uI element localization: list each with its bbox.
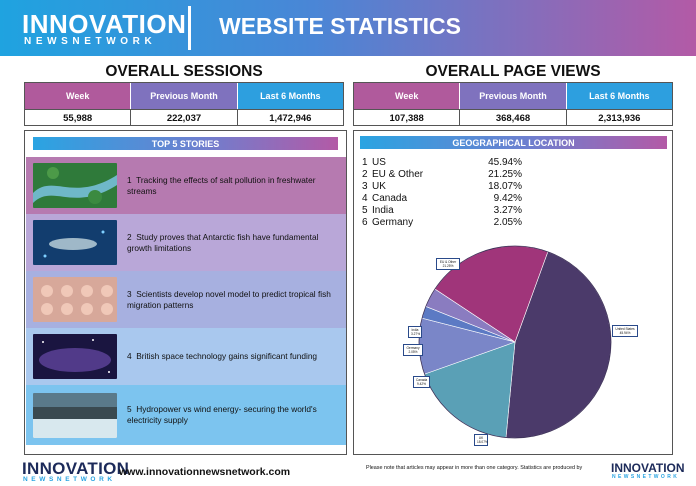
page-views-header-week: Week	[354, 83, 460, 109]
header-logo[interactable]: INNOVATION	[22, 9, 187, 39]
footer-logo-right[interactable]: INNOVATION	[611, 461, 685, 475]
sessions-table: Week Previous Month Last 6 Months 55,988…	[24, 82, 344, 126]
story-text-3: 3 Scientists develop novel model to pred…	[127, 288, 331, 310]
story-thumbnail-3	[33, 277, 117, 322]
page-views-value-month: 368,468	[459, 110, 565, 126]
sessions-header-week: Week	[25, 83, 131, 109]
page-views-table: Week Previous Month Last 6 Months 107,38…	[353, 82, 673, 126]
footer-note: Please note that articles may appear in …	[366, 465, 583, 471]
page-title: WEBSITE STATISTICS	[219, 13, 461, 39]
page-views-title: OVERALL PAGE VIEWS	[425, 63, 601, 80]
sessions-title: OVERALL SESSIONS	[105, 63, 263, 80]
pie-label-india: India 3.27%	[408, 326, 422, 338]
sessions-header-month: Previous Month	[130, 83, 237, 109]
geo-row-4: 4 Canada 9.42%	[362, 193, 522, 204]
sessions-header-6months: Last 6 Months	[236, 83, 343, 109]
story-thumbnail-5	[33, 392, 117, 438]
page-views-header-6months: Last 6 Months	[565, 83, 672, 109]
story-text-1: 1 Tracking the effects of salt pollution…	[127, 174, 316, 196]
geo-row-5: 5 India 3.27%	[362, 205, 522, 216]
story-text-2: 2 Study proves that Antarctic fish have …	[127, 231, 319, 253]
pie-label-us: United States 45.94%	[612, 325, 638, 337]
top-stories-panel: TOP 5 STORIES 1 Tracking the effects of …	[24, 130, 347, 455]
header-divider	[188, 6, 191, 50]
sessions-value-month: 222,037	[130, 110, 236, 126]
story-item-4[interactable]: 4 British space technology gains signifi…	[26, 328, 346, 385]
geo-row-2: 2 EU & Other 21.25%	[362, 169, 522, 180]
footer-url-link[interactable]: www.innovationnewsnetwork.com	[119, 466, 291, 478]
story-thumbnail-1	[33, 163, 117, 208]
page-views-value-6months: 2,313,936	[565, 110, 672, 126]
story-text-4: 4 British space technology gains signifi…	[127, 351, 318, 361]
story-thumbnail-4	[33, 334, 117, 379]
pie-label-eu: EU & Other 21.25%	[436, 258, 460, 270]
header-logo-sub: NEWSNETWORK	[24, 36, 157, 47]
geo-banner: GEOGRAPHICAL LOCATION	[360, 136, 667, 149]
header-banner: INNOVATION NEWSNETWORK WEBSITE STATISTIC…	[0, 0, 696, 56]
footer-logo[interactable]: INNOVATION	[22, 459, 130, 478]
footer-logo-right-sub: NEWSNETWORK	[612, 474, 680, 480]
geo-row-6: 6 Germany 2.05%	[362, 217, 522, 228]
geo-row-3: 3 UK 18.07%	[362, 181, 522, 192]
story-item-2[interactable]: 2 Study proves that Antarctic fish have …	[26, 214, 346, 271]
footer-logo-sub: NEWSNETWORK	[23, 476, 116, 483]
page-views-header-month: Previous Month	[459, 83, 566, 109]
story-text-5: 5 Hydropower vs wind energy- securing th…	[127, 404, 317, 425]
top-stories-banner: TOP 5 STORIES	[33, 137, 338, 150]
pie-label-germany: Germany 2.05%	[403, 344, 423, 356]
sessions-value-week: 55,988	[63, 112, 93, 124]
pie-label-canada: Canada 9.42%	[413, 376, 430, 388]
story-item-3[interactable]: 3 Scientists develop novel model to pred…	[26, 271, 346, 328]
story-item-5[interactable]: 5 Hydropower vs wind energy- securing th…	[26, 385, 346, 445]
story-item-1[interactable]: 1 Tracking the effects of salt pollution…	[26, 157, 346, 214]
pie-label-uk: UK 18.07%	[474, 434, 488, 446]
page-views-value-week: 107,388	[389, 112, 424, 124]
sessions-value-6months: 1,472,946	[236, 110, 343, 126]
geo-row-1: 1 US 45.94%	[362, 157, 522, 168]
story-thumbnail-2	[33, 220, 117, 265]
